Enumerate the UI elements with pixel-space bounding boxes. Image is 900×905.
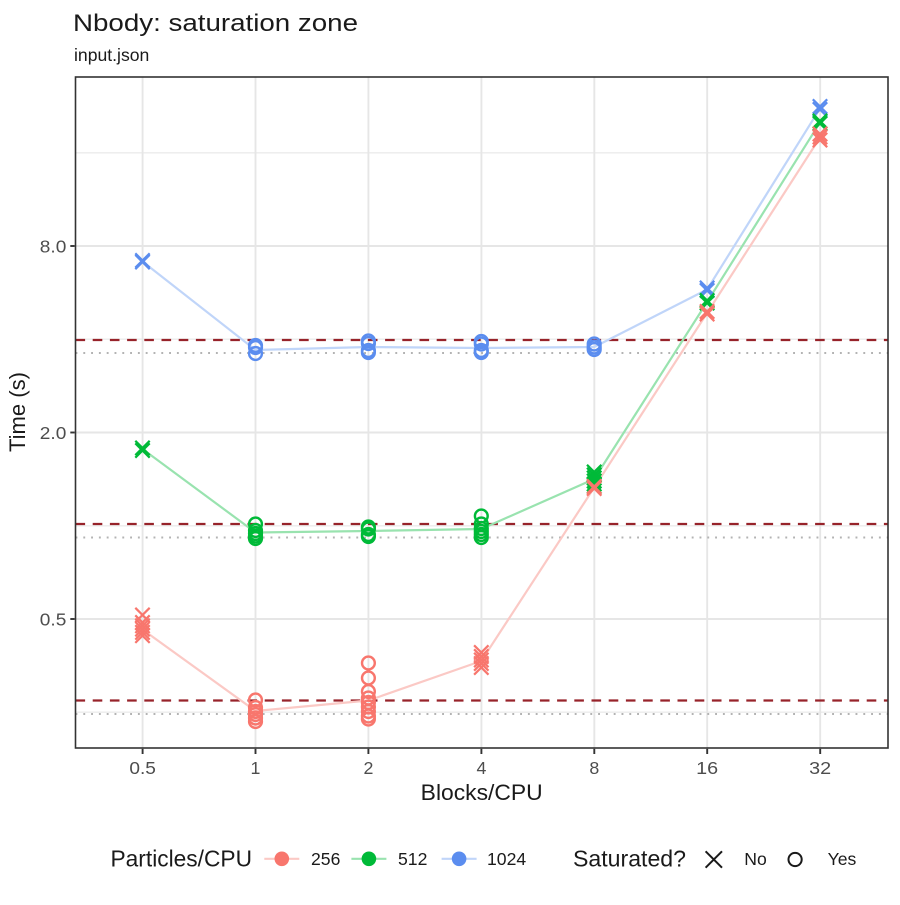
svg-text:Time (s): Time (s) <box>5 372 30 452</box>
svg-text:Saturated?: Saturated? <box>573 846 686 872</box>
svg-text:Blocks/CPU: Blocks/CPU <box>421 780 543 805</box>
svg-text:0.5: 0.5 <box>40 609 67 629</box>
svg-text:0.5: 0.5 <box>129 758 156 778</box>
svg-text:1: 1 <box>251 758 261 778</box>
svg-text:1024: 1024 <box>487 849 526 869</box>
svg-text:2.0: 2.0 <box>40 423 67 443</box>
svg-text:256: 256 <box>311 849 341 869</box>
svg-text:No: No <box>744 849 767 869</box>
svg-text:4: 4 <box>476 758 486 778</box>
svg-text:Yes: Yes <box>828 849 857 869</box>
svg-text:Nbody: saturation zone: Nbody: saturation zone <box>73 10 358 37</box>
svg-text:512: 512 <box>398 849 427 869</box>
svg-text:8.0: 8.0 <box>40 236 67 256</box>
svg-text:input.json: input.json <box>74 45 149 65</box>
svg-text:Particles/CPU: Particles/CPU <box>111 846 253 872</box>
svg-text:8: 8 <box>589 758 599 778</box>
svg-text:2: 2 <box>363 758 373 778</box>
svg-text:16: 16 <box>696 758 718 778</box>
svg-text:32: 32 <box>809 758 831 778</box>
